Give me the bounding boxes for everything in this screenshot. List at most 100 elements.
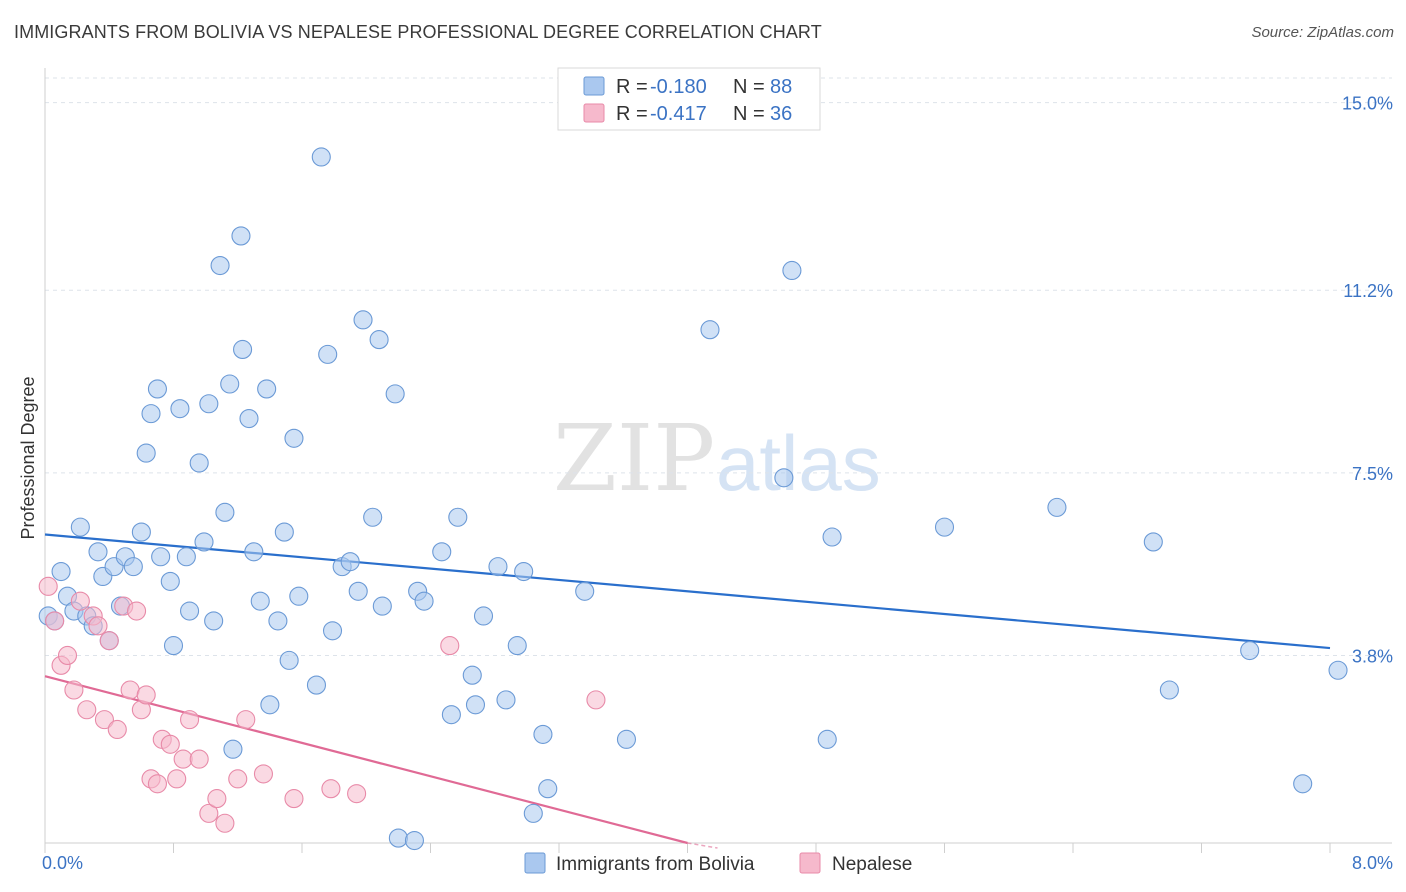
watermark-atlas: atlas	[716, 419, 881, 507]
bolivia-point-23	[176, 547, 196, 567]
nepalese-point-22	[173, 749, 193, 769]
bolivia-point-37	[250, 591, 270, 611]
axes	[44, 68, 1392, 853]
nepalese-point-28	[228, 769, 248, 789]
bolivia-point-22	[170, 399, 190, 419]
bolivia-point-14	[123, 557, 143, 577]
bolivia-point-43	[284, 428, 304, 448]
bolivia-point-46	[311, 147, 331, 167]
bolivia-point-20	[160, 571, 180, 591]
trend-lines	[44, 533, 1331, 849]
bolivia-point-31	[220, 374, 240, 394]
bottom-legend-label-nepalese: Nepalese	[832, 854, 912, 875]
bolivia-point-55	[372, 596, 392, 616]
bolivia-point-52	[353, 310, 373, 330]
nepalese-point-33	[347, 784, 367, 804]
bolivia-point-63	[448, 507, 468, 527]
legend-swatch-nepalese	[583, 103, 605, 123]
nepalese-point-26	[207, 789, 227, 809]
trend-line-0	[44, 533, 1331, 650]
bolivia-point-62	[441, 705, 461, 725]
bolivia-point-66	[473, 606, 494, 626]
bolivia-point-80	[822, 527, 842, 547]
grid-lines	[45, 77, 1392, 656]
bolivia-point-29	[210, 255, 230, 276]
bolivia-point-77	[774, 468, 794, 488]
bolivia-point-76	[700, 320, 720, 340]
bolivia-point-44	[289, 586, 309, 606]
bolivia-point-48	[322, 621, 343, 641]
bottom-legend: Immigrants from Bolivia Nepalese	[524, 852, 912, 875]
nepalese-point-13	[120, 680, 140, 700]
nepalese-point-4	[64, 680, 84, 700]
bolivia-point-47	[318, 344, 338, 364]
nepalese-point-8	[88, 616, 108, 636]
bolivia-point-50	[340, 552, 360, 572]
nepalese-point-16	[136, 685, 156, 705]
nepalese-point-14	[127, 601, 147, 621]
y-tick-label-0: 3.8%	[1352, 646, 1393, 666]
nepalese-point-23	[180, 710, 200, 730]
bolivia-point-41	[274, 522, 294, 542]
bolivia-point-2	[51, 561, 71, 582]
nepalese-point-34	[440, 636, 460, 656]
chart-source: Source: ZipAtlas.com	[1251, 24, 1394, 41]
bolivia-point-34	[233, 339, 253, 360]
bolivia-point-87	[1328, 660, 1348, 680]
bolivia-point-18	[147, 379, 167, 399]
bolivia-point-68	[496, 690, 516, 710]
nepalese-point-3	[57, 645, 78, 666]
legend-n-value-bolivia: 88	[770, 76, 792, 98]
bolivia-point-78	[782, 260, 802, 281]
watermark-zip: ZIP	[553, 405, 715, 512]
bolivia-point-39	[260, 695, 280, 715]
bolivia-point-69	[507, 636, 527, 656]
nepalese-point-21	[167, 769, 187, 789]
bolivia-point-82	[1047, 497, 1067, 517]
chart-title: IMMIGRANTS FROM BOLIVIA VS NEPALESE PROF…	[14, 22, 822, 42]
bottom-legend-swatch-bolivia	[524, 852, 546, 874]
bolivia-point-35	[239, 408, 259, 429]
legend-n-label-bolivia: N =	[733, 76, 765, 98]
y-tick-label-2: 11.2%	[1343, 281, 1393, 301]
bolivia-point-71	[523, 803, 543, 823]
bolivia-point-5	[70, 517, 90, 537]
bolivia-point-51	[348, 581, 368, 601]
legend-n-label-nepalese: N =	[733, 103, 765, 125]
legend-r-label-bolivia: R =	[616, 76, 648, 98]
nepalese-point-10	[99, 631, 119, 651]
bolivia-point-40	[268, 611, 288, 631]
data-points	[38, 147, 1348, 851]
bolivia-point-45	[306, 675, 327, 695]
nepalese-point-18	[147, 774, 167, 794]
legend-r-value-bolivia: -0.180	[650, 76, 707, 98]
bolivia-point-75	[616, 729, 637, 749]
bolivia-point-54	[369, 330, 389, 350]
bolivia-point-17	[141, 404, 161, 424]
bolivia-point-28	[204, 611, 224, 631]
nepalese-point-6	[77, 700, 97, 720]
bolivia-point-26	[194, 532, 214, 552]
nepalese-point-25	[199, 803, 219, 823]
bolivia-point-25	[189, 453, 209, 473]
bolivia-point-57	[388, 828, 408, 848]
bolivia-point-19	[151, 547, 171, 567]
bolivia-point-72	[533, 724, 553, 744]
bolivia-point-70	[514, 561, 534, 582]
x-tick-label-1: 8.0%	[1352, 853, 1393, 873]
bolivia-point-58	[404, 830, 424, 851]
bolivia-point-64	[462, 665, 482, 685]
bolivia-point-38	[257, 379, 277, 399]
nepalese-point-9	[94, 710, 114, 730]
bottom-legend-swatch-nepalese	[799, 852, 821, 874]
bolivia-point-33	[231, 226, 251, 246]
bolivia-point-56	[385, 384, 405, 404]
nepalese-point-29	[236, 710, 256, 730]
bolivia-point-16	[136, 443, 156, 463]
bolivia-point-84	[1159, 680, 1179, 700]
bolivia-point-27	[199, 394, 219, 414]
nepalese-point-20	[160, 734, 180, 754]
bolivia-point-83	[1143, 532, 1163, 552]
legend-r-value-nepalese: -0.417	[650, 103, 707, 125]
legend-n-value-nepalese: 36	[770, 103, 792, 125]
